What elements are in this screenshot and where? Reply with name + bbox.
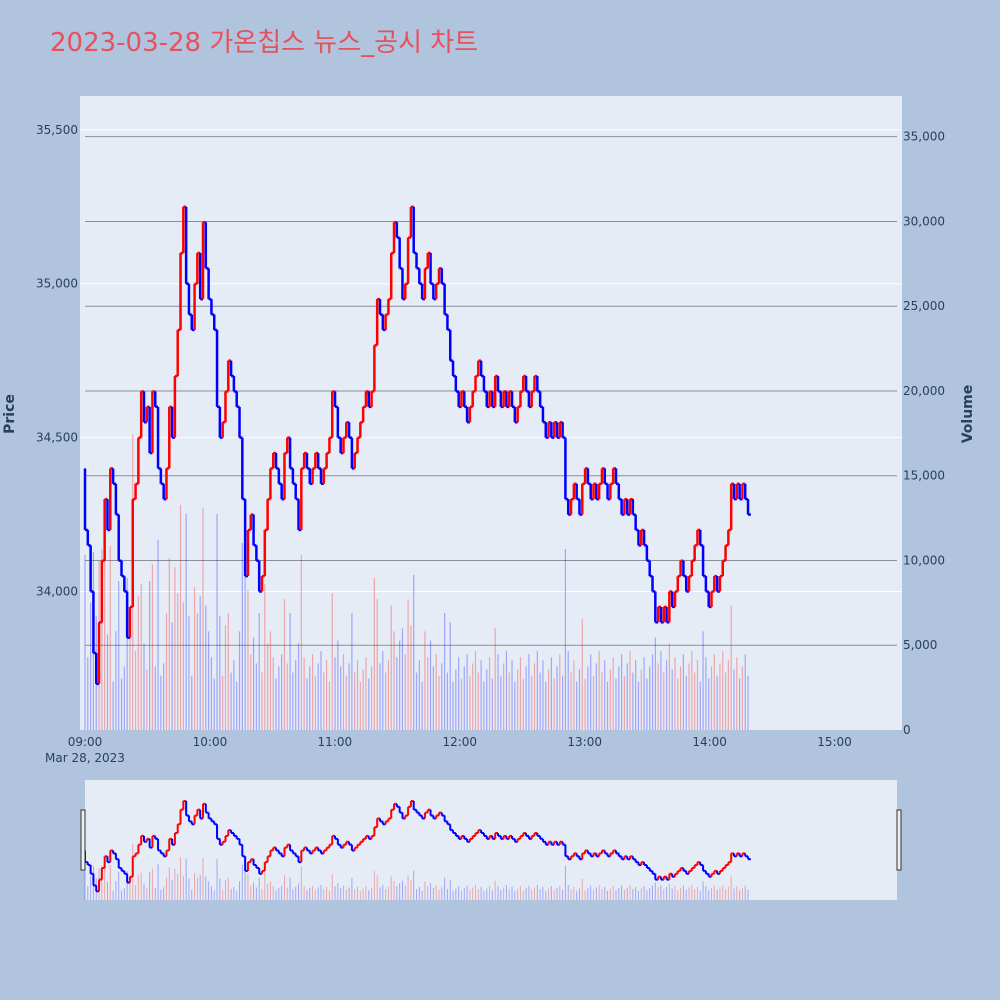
price-tick-label: 34,000: [36, 585, 78, 599]
range-slider[interactable]: [85, 780, 897, 900]
date-label: Mar 28, 2023: [45, 751, 125, 765]
y2-axis-title: Volume: [960, 385, 976, 444]
volume-tick-label: 30,000: [903, 214, 945, 228]
chart-title: 2023-03-28 가온칩스 뉴스_공시 차트: [50, 28, 479, 58]
volume-bars: [84, 434, 749, 730]
volume-tick-label: 35,000: [903, 130, 945, 144]
price-axis: 34,000 34,500 35,000 35,500: [36, 123, 78, 599]
volume-tick-label: 15,000: [903, 469, 945, 483]
volume-tick-label: 25,000: [903, 299, 945, 313]
range-slider-right-handle[interactable]: [896, 809, 902, 871]
range-slider-volume: [84, 844, 749, 900]
time-tick-label: 12:00: [442, 735, 477, 749]
time-tick-label: 14:00: [692, 735, 727, 749]
plot-area: [80, 96, 902, 730]
volume-tick-label: 0: [903, 723, 911, 737]
time-axis: 09:00 10:00 11:00 12:00 13:00 14:00 15:00: [68, 735, 852, 749]
volume-tick-label: 10,000: [903, 553, 945, 567]
price-gridlines: [80, 129, 902, 593]
time-tick-label: 13:00: [567, 735, 602, 749]
volume-tick-label: 5,000: [903, 638, 937, 652]
price-tick-label: 35,000: [36, 277, 78, 291]
price-tick-label: 34,500: [36, 431, 78, 445]
price-series: [83, 205, 751, 686]
time-tick-label: 10:00: [193, 735, 228, 749]
time-tick-label: 15:00: [817, 735, 852, 749]
range-slider-price: [84, 799, 751, 893]
range-slider-left-handle[interactable]: [80, 809, 86, 871]
price-tick-label: 35,500: [36, 123, 78, 137]
time-tick-label: 11:00: [318, 735, 353, 749]
volume-tick-label: 20,000: [903, 384, 945, 398]
time-tick-label: 09:00: [68, 735, 103, 749]
y-axis-title: Price: [2, 394, 18, 434]
volume-axis: 0 5,000 10,000 15,000 20,000 25,000 30,000 35,0…: [903, 130, 945, 737]
